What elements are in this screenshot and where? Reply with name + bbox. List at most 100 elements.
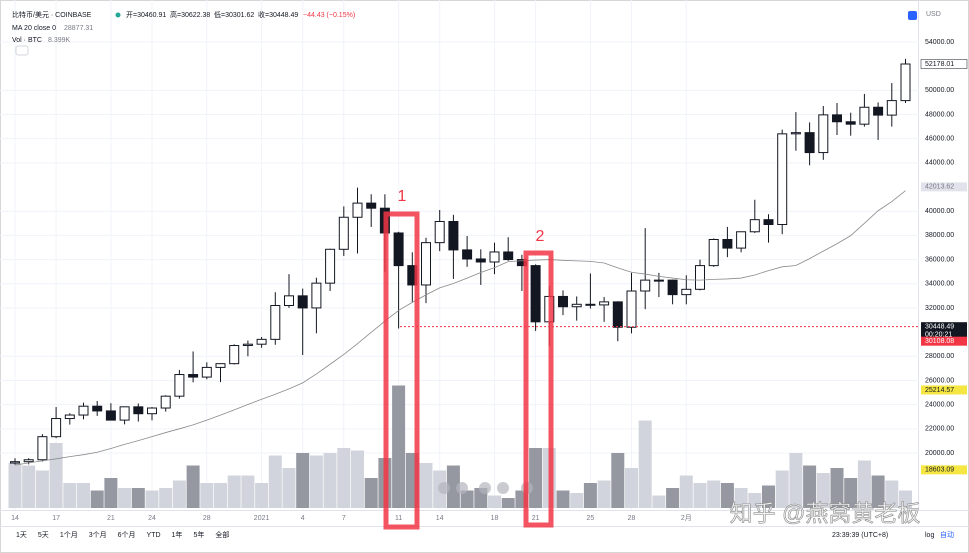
compare-button[interactable] xyxy=(908,11,917,20)
annotation: 2 xyxy=(536,228,545,245)
volume-bar xyxy=(762,485,775,508)
candle-body xyxy=(256,338,267,345)
volume-bar xyxy=(323,453,337,508)
x-tick-label: 28 xyxy=(203,515,211,522)
y-tick-label: 32000.00 xyxy=(925,305,954,312)
volume-bar xyxy=(49,443,63,508)
log-toggle[interactable]: log xyxy=(925,532,934,539)
candle-body xyxy=(78,405,89,416)
candle-body xyxy=(421,242,431,286)
scroll-right-button[interactable] xyxy=(497,482,509,494)
candle-body xyxy=(599,301,610,306)
volume-bar xyxy=(720,483,734,508)
ohlc-high: 高=30622.38 xyxy=(170,10,210,19)
candle-body xyxy=(873,106,884,116)
candle-body xyxy=(325,248,336,284)
volume-bar xyxy=(460,490,474,508)
candle-body xyxy=(859,106,870,125)
volume-bar xyxy=(145,490,159,508)
candle-body xyxy=(270,305,281,340)
candle-body xyxy=(119,406,130,421)
volume-bar xyxy=(35,470,49,508)
y-tick-label: 48000.00 xyxy=(925,111,954,118)
y-tick-label: 36000.00 xyxy=(925,256,954,263)
candle-body xyxy=(475,258,486,263)
ohlc-open: 开=30460.91 xyxy=(126,11,166,19)
watermark: 知乎 @燕窝黄老板 xyxy=(730,500,921,526)
candle-body xyxy=(818,114,829,154)
candle-body xyxy=(653,279,664,282)
ohlc-close: 收=30448.49 xyxy=(258,10,298,19)
x-tick-label: 14 xyxy=(436,515,444,522)
ohlc-change: −44.43 (−0.15%) xyxy=(303,12,355,19)
candle-body xyxy=(695,265,705,290)
volume-bar xyxy=(296,453,310,508)
price-marker xyxy=(921,465,967,475)
volume-bar xyxy=(255,483,269,508)
price-marker xyxy=(921,385,967,395)
overlay-layer: 比特币/美元 · COINBASE 开=30460.91 高=30622.38 … xyxy=(12,10,941,56)
x-tick-label: 21 xyxy=(532,515,540,522)
x-tick-label: 7 xyxy=(342,515,346,522)
candle-body xyxy=(10,461,20,464)
candle-body xyxy=(311,282,322,309)
candle-body xyxy=(242,343,253,347)
range-button[interactable]: 1天 xyxy=(16,531,27,539)
vol-label: Vol · BTC xyxy=(12,37,42,44)
volume-bar xyxy=(488,495,501,508)
x-tick-label: 17 xyxy=(52,515,60,522)
candle-body xyxy=(215,363,226,368)
volume-bar xyxy=(816,473,830,508)
range-button[interactable]: 全部 xyxy=(215,530,229,539)
range-button[interactable]: 6个月 xyxy=(118,531,136,539)
range-button[interactable]: 1个月 xyxy=(60,531,78,539)
price-marker xyxy=(920,59,968,69)
candle-body xyxy=(708,239,719,267)
auto-toggle[interactable]: 自动 xyxy=(940,530,954,539)
candle-body xyxy=(790,132,801,135)
volume-bar xyxy=(446,465,460,508)
candle-body xyxy=(763,219,774,226)
volume-bar xyxy=(214,483,227,508)
candle-body xyxy=(571,303,582,308)
candle-body xyxy=(23,459,34,463)
volume-bar xyxy=(556,490,570,508)
candle-body xyxy=(845,121,856,125)
range-button[interactable]: 1年 xyxy=(172,530,183,539)
volume-bar xyxy=(90,490,104,508)
scroll-left-button[interactable] xyxy=(479,482,491,494)
candle-body xyxy=(462,249,473,260)
highlight-box xyxy=(523,250,554,528)
collapse-button[interactable] xyxy=(15,45,29,56)
range-button[interactable]: YTD xyxy=(147,532,161,539)
price-marker-label: 30108.08 xyxy=(925,338,954,345)
price-marker xyxy=(921,336,967,346)
volume-bar xyxy=(63,483,77,508)
candle-body xyxy=(366,202,377,209)
volume-bar xyxy=(364,478,378,508)
volume-bar xyxy=(282,468,296,508)
candle-body xyxy=(147,407,157,415)
range-button[interactable]: 5年 xyxy=(193,530,204,539)
range-button[interactable]: 5天 xyxy=(38,531,49,539)
candle-body xyxy=(626,290,637,328)
volume-bar xyxy=(227,475,241,508)
candle-body xyxy=(832,114,842,123)
price-marker-countdown: 00:20:21 xyxy=(925,332,952,339)
volume-bar xyxy=(666,488,680,508)
volume-bar xyxy=(748,493,762,508)
volume-bar xyxy=(200,483,214,508)
zoom-out-button[interactable] xyxy=(438,482,450,494)
range-button[interactable]: 3个月 xyxy=(89,531,107,539)
y-tick-label: 20000.00 xyxy=(925,450,954,457)
volume-bar xyxy=(570,493,584,508)
zoom-in-button[interactable] xyxy=(456,482,468,494)
x-tick-label: 4 xyxy=(301,515,305,522)
ma-line xyxy=(14,190,906,466)
candle-body xyxy=(900,63,911,102)
candle-body xyxy=(37,436,48,461)
volume-bar xyxy=(159,488,173,508)
volume-bar xyxy=(419,463,433,508)
volume-bar xyxy=(679,475,693,508)
